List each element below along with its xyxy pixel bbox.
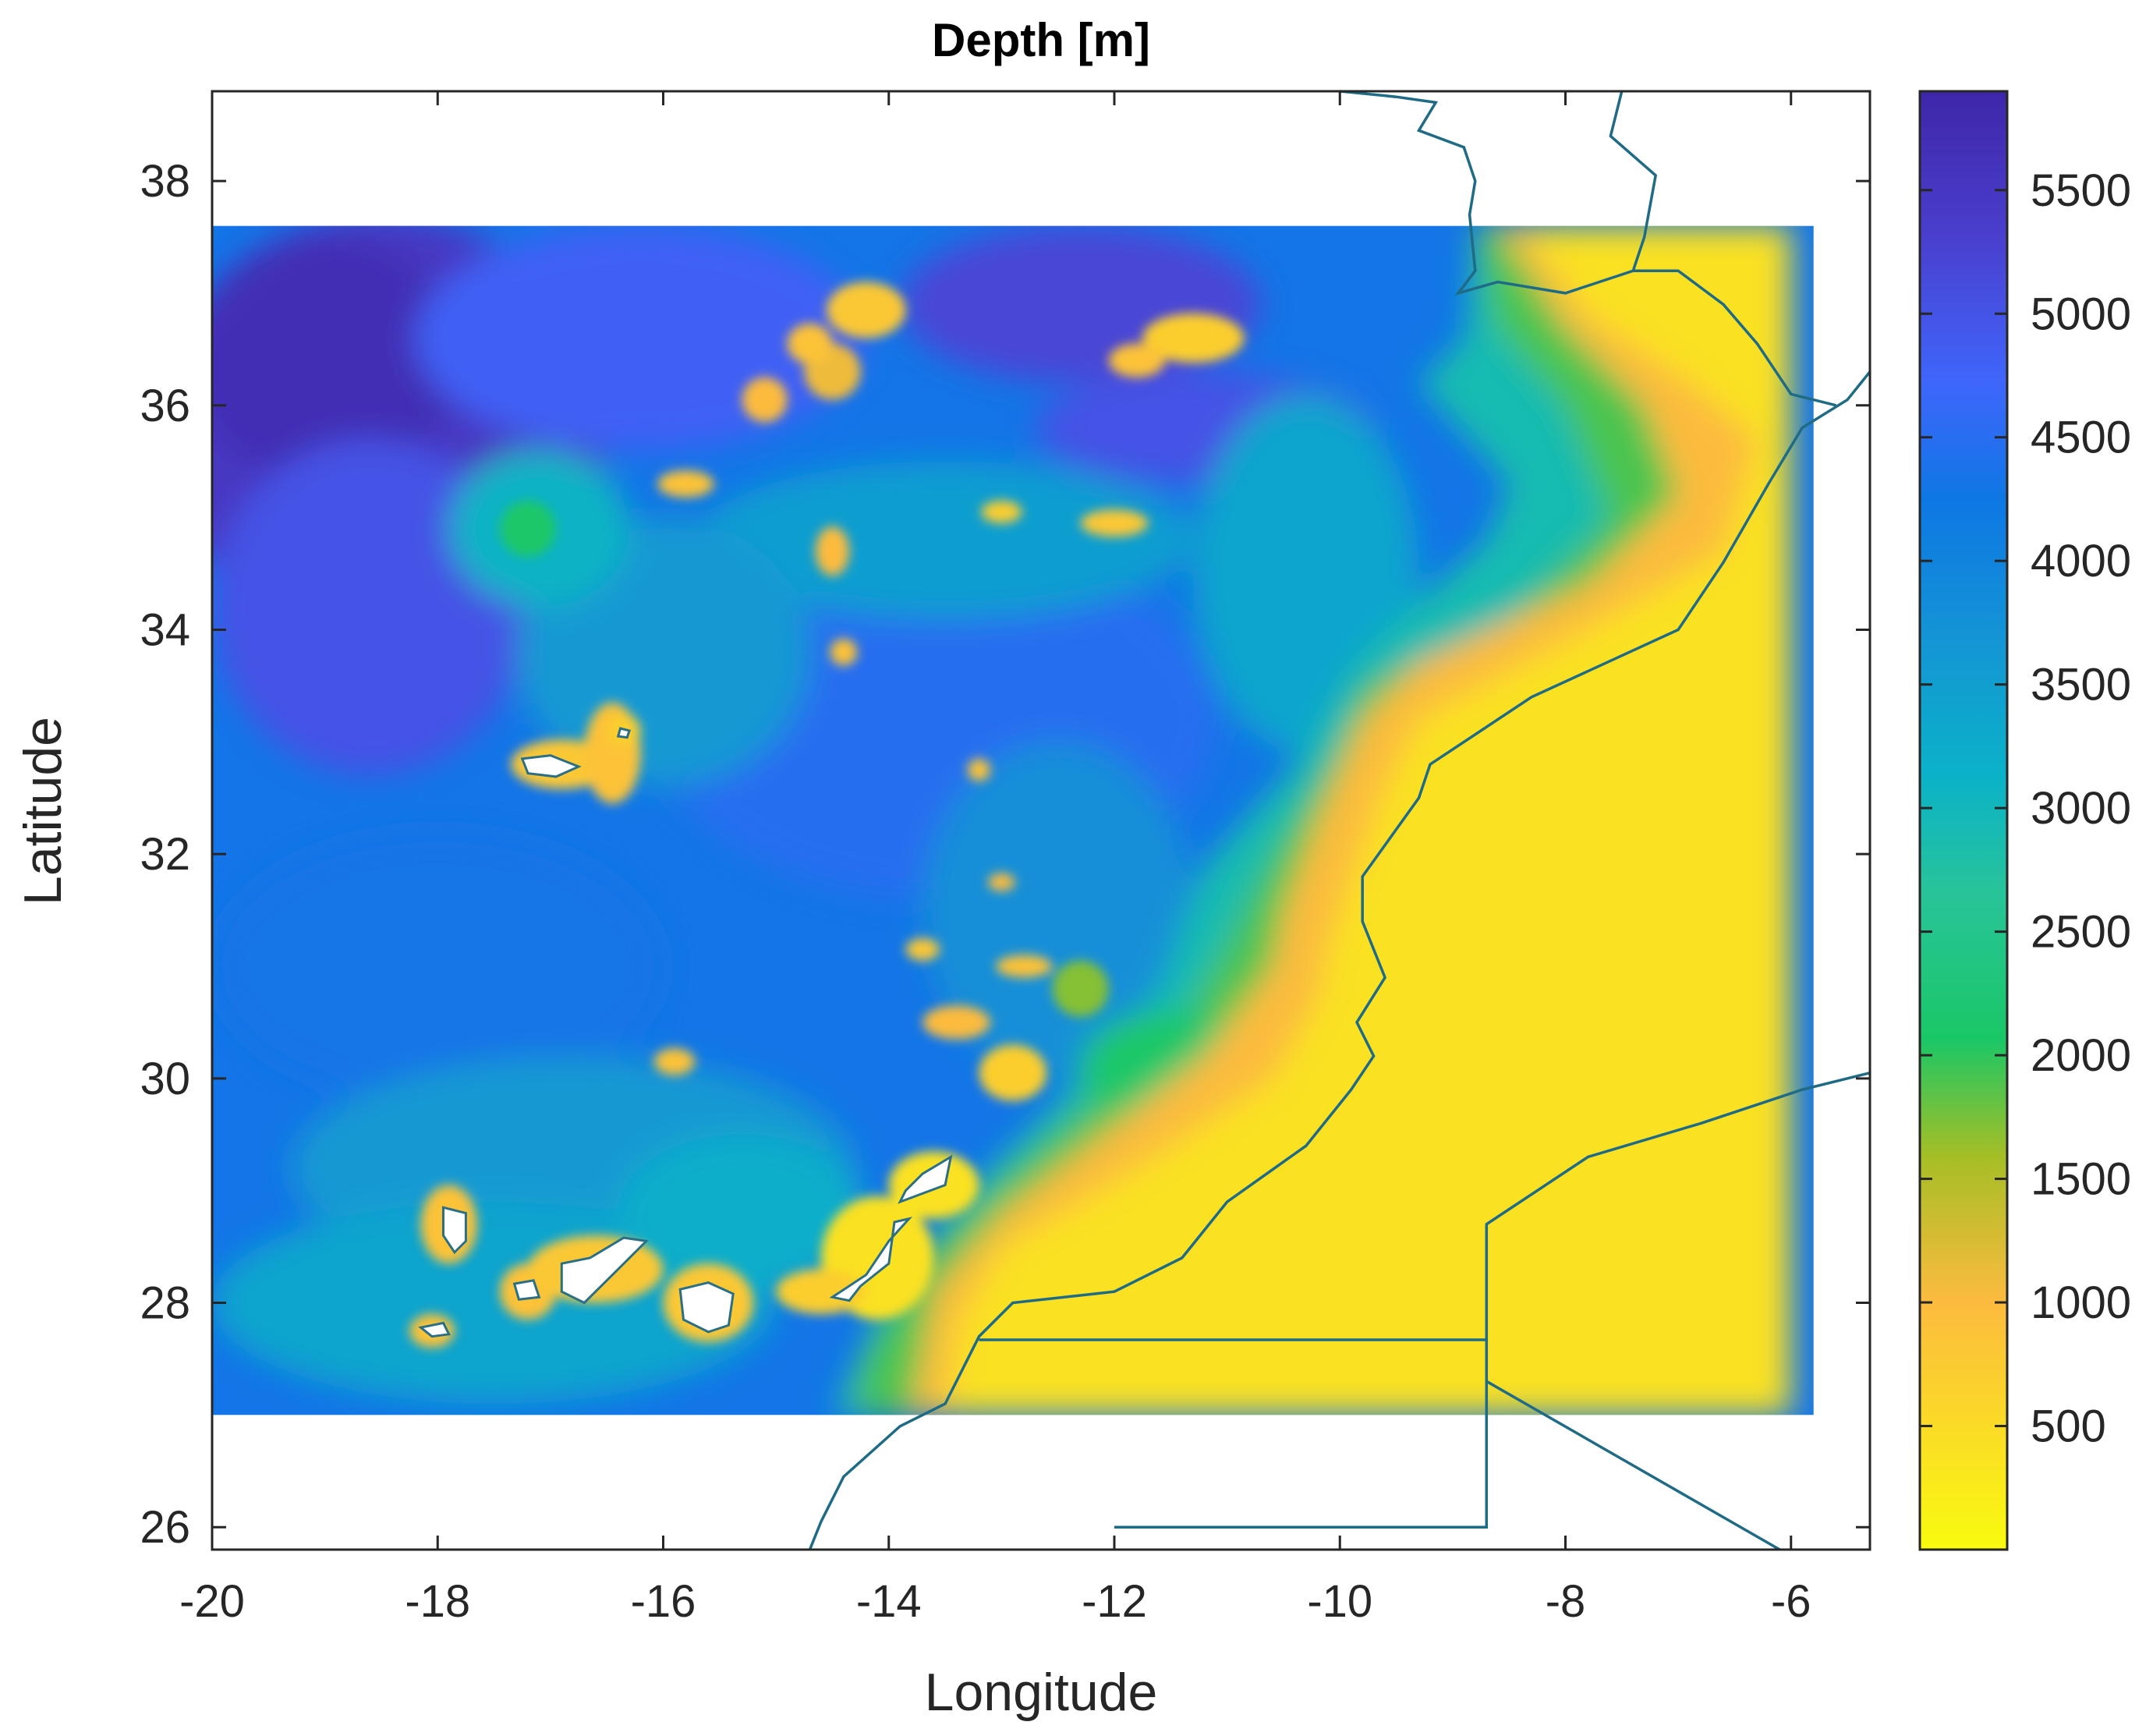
colorbar-tick-label: 500: [2031, 1401, 2106, 1452]
x-tick-label: -12: [1082, 1576, 1147, 1627]
x-axis: -20 -18 -16 -14 -12 -10 -8 -6: [179, 91, 1811, 1627]
canary-shelf-link: [776, 1269, 866, 1314]
x-axis-label: Longitude: [925, 1663, 1158, 1722]
colorbar: [1918, 90, 2009, 1551]
y-tick-label: 38: [140, 156, 190, 207]
portugal-spain-border: [1609, 90, 1658, 271]
porto-santo-island: [616, 727, 632, 739]
y-tick-label: 30: [140, 1054, 190, 1104]
lanzarote-island: [898, 1154, 953, 1204]
colorbar-tick-label: 5500: [2031, 165, 2131, 216]
seamount-a: [742, 377, 788, 423]
west-basin: [212, 831, 664, 1101]
tenerife-island: [560, 1236, 649, 1305]
conception-bank: [979, 1044, 1047, 1101]
dacia-seamount: [905, 938, 940, 961]
seamount-h: [967, 758, 990, 781]
y-tick-label: 32: [140, 829, 190, 880]
y-tick-label: 34: [140, 604, 190, 655]
seamount-l: [653, 1048, 695, 1075]
border-mauritania: [1114, 1340, 1489, 1529]
canary-slope: [618, 1134, 866, 1292]
seamount-k: [922, 1005, 990, 1040]
x-tick-label: -10: [1307, 1576, 1372, 1627]
deep-west: [212, 438, 528, 776]
seamount-f: [1080, 509, 1149, 537]
seamount-j: [996, 955, 1053, 978]
x-tick-label: -20: [179, 1576, 245, 1627]
colorbar-tick-label: 3000: [2031, 783, 2131, 834]
x-tick-label: -8: [1546, 1576, 1586, 1627]
colorbar-tick-label: 1500: [2031, 1154, 2131, 1205]
east-basin: [922, 742, 1194, 1079]
seamount-i: [988, 873, 1015, 891]
x-tick-label: -14: [856, 1576, 922, 1627]
islands: [418, 727, 953, 1338]
fuerteventura-island: [829, 1217, 913, 1302]
x-tick-label: -6: [1771, 1576, 1811, 1627]
y-tick-label: 26: [140, 1502, 190, 1553]
deep-basin-nw-core: [212, 237, 461, 484]
seamount-b: [787, 323, 833, 364]
colorbar-tick-label: 2500: [2031, 907, 2131, 958]
seamount-c: [657, 470, 714, 498]
la-gomera-island: [512, 1279, 541, 1301]
colorbar-tick-label: 4500: [2031, 413, 2131, 463]
colorbar-ticks: 500 1000 1500 2000 2500 3000 3500 4000 4500 5000 5…: [1920, 165, 2131, 1452]
gorringe-bank: [1142, 313, 1245, 363]
madeira-tore-rise: [696, 461, 1194, 619]
seamount-g: [499, 501, 557, 557]
josephine-seamount: [827, 282, 906, 338]
depth-heatmap: [212, 225, 1814, 1415]
el-hierro-island: [418, 1321, 451, 1338]
la-palma-island: [442, 1206, 467, 1255]
colorbar-tick-label: 3500: [2031, 660, 2131, 710]
colorbar-tick-label: 4000: [2031, 536, 2131, 586]
shelf-edge: [945, 225, 1791, 1415]
x-tick-label: -16: [631, 1576, 696, 1627]
y-axis-label: Latitude: [13, 717, 73, 905]
seamount-d: [815, 526, 850, 576]
border-algeria: [1485, 1380, 1781, 1551]
madeira-island: [520, 754, 582, 778]
colorbar-tick-label: 1000: [2031, 1277, 2131, 1328]
gorringe-bank-west: [1108, 343, 1166, 377]
coastlines: [808, 90, 1871, 1551]
seamount-e: [830, 638, 858, 666]
plot-frame: [211, 90, 1871, 1551]
chart-title: Depth [m]: [932, 14, 1150, 66]
iberia-coast: [1340, 90, 1837, 407]
x-tick-label: -18: [405, 1576, 470, 1627]
y-tick-label: 36: [140, 381, 190, 431]
colorbar-tick-label: 5000: [2031, 289, 2131, 339]
y-axis: 26 28 30 32 34 36 38: [140, 156, 1870, 1553]
seamount-m: [1052, 960, 1109, 1017]
colorbar-tick-label: 2000: [2031, 1030, 2131, 1081]
gran-canaria-island: [678, 1281, 735, 1334]
y-tick-label: 28: [140, 1278, 190, 1329]
africa-coast: [808, 370, 1871, 1550]
ampere-seamount: [981, 501, 1022, 523]
